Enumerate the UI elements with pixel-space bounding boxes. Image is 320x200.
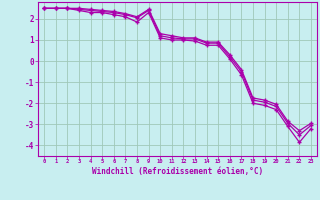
X-axis label: Windchill (Refroidissement éolien,°C): Windchill (Refroidissement éolien,°C) xyxy=(92,167,263,176)
